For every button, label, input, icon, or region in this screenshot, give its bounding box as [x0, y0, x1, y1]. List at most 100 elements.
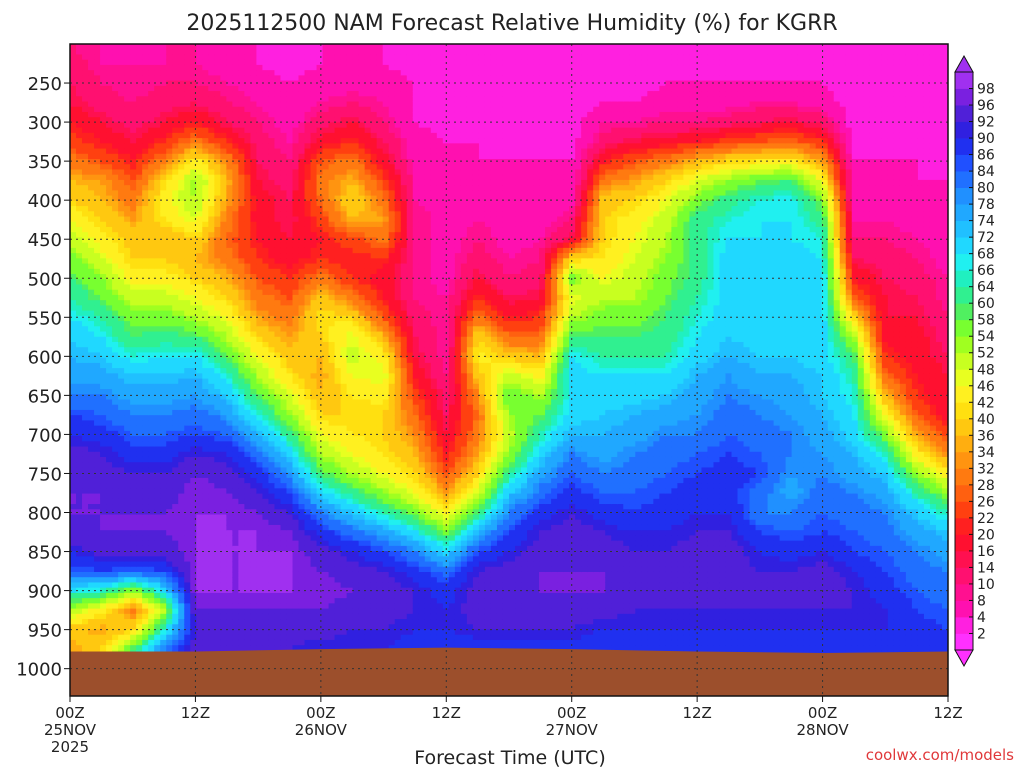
rh-cell — [262, 634, 270, 641]
rh-cell — [154, 80, 161, 87]
rh-cell — [244, 362, 252, 369]
rh-cell — [316, 59, 324, 66]
rh-cell — [166, 603, 173, 610]
rh-cell — [316, 44, 324, 50]
rh-cell — [262, 598, 270, 604]
rh-cell — [208, 571, 215, 578]
rh-cell — [256, 436, 264, 442]
rh-cell — [100, 263, 107, 270]
rh-cell — [118, 551, 125, 557]
rh-cell — [298, 362, 306, 369]
rh-cell — [262, 127, 270, 134]
rh-cell — [244, 253, 252, 259]
rh-cell — [268, 645, 276, 652]
rh-cell — [70, 483, 77, 489]
rh-cell — [196, 519, 203, 526]
rh-cell — [82, 378, 89, 385]
rh-cell — [304, 70, 312, 76]
rh-cell — [202, 577, 209, 584]
rh-cell — [178, 174, 185, 181]
rh-cell — [100, 341, 107, 348]
rh-cell — [82, 603, 89, 610]
rh-cell — [82, 577, 89, 584]
rh-cell — [232, 206, 239, 212]
rh-cell — [112, 467, 119, 474]
rh-cell — [166, 582, 173, 589]
rh-cell — [220, 326, 227, 333]
rh-cell — [250, 436, 258, 442]
rh-cell — [148, 592, 155, 599]
rh-cell — [148, 216, 155, 223]
rh-cell — [214, 629, 221, 636]
rh-cell — [220, 420, 227, 427]
rh-cell — [250, 331, 258, 338]
rh-cell — [118, 556, 125, 563]
rh-cell — [196, 106, 203, 113]
rh-cell — [124, 389, 131, 395]
rh-cell — [274, 519, 282, 526]
rh-cell — [112, 530, 119, 536]
rh-cell — [250, 321, 258, 327]
rh-cell — [202, 111, 209, 118]
rh-cell — [250, 127, 258, 134]
rh-cell — [250, 462, 258, 469]
rh-cell — [142, 556, 149, 563]
rh-cell — [118, 284, 125, 291]
rh-cell — [232, 216, 239, 223]
rh-cell — [316, 336, 324, 343]
rh-cell — [244, 357, 252, 364]
rh-cell — [94, 608, 101, 615]
rh-cell — [166, 347, 173, 354]
rh-cell — [88, 148, 95, 155]
rh-cell — [316, 509, 324, 516]
rh-cell — [94, 70, 101, 76]
rh-cell — [184, 608, 191, 615]
rh-cell — [124, 274, 131, 280]
rh-cell — [154, 456, 161, 463]
rh-cell — [82, 274, 89, 280]
rh-cell — [148, 331, 155, 338]
rh-cell — [148, 174, 155, 181]
rh-cell — [82, 467, 89, 474]
rh-cell — [70, 200, 77, 207]
rh-cell — [268, 483, 276, 489]
rh-cell — [70, 415, 77, 421]
rh-cell — [184, 530, 191, 536]
rh-cell — [280, 425, 288, 432]
rh-cell — [100, 127, 107, 134]
rh-cell — [154, 64, 161, 71]
rh-cell — [274, 138, 282, 144]
rh-cell — [112, 211, 119, 218]
rh-cell — [100, 284, 107, 291]
rh-cell — [184, 420, 191, 427]
rh-cell — [148, 634, 155, 641]
rh-cell — [160, 540, 167, 547]
rh-cell — [94, 624, 101, 631]
rh-cell — [292, 629, 300, 636]
rh-cell — [292, 91, 300, 97]
rh-cell — [232, 148, 239, 155]
rh-cell — [178, 179, 185, 186]
rh-cell — [142, 284, 149, 291]
rh-cells — [70, 44, 948, 662]
rh-cell — [280, 143, 288, 150]
rh-cell — [106, 284, 113, 291]
rh-cell — [154, 159, 161, 165]
rh-cell — [106, 613, 113, 620]
rh-cell — [100, 540, 107, 547]
rh-cell — [130, 368, 137, 374]
rh-cell — [322, 106, 330, 113]
rh-cell — [136, 44, 143, 50]
rh-cell — [106, 394, 113, 401]
rh-cell — [106, 373, 113, 380]
rh-cell — [118, 357, 125, 364]
rh-cell — [316, 164, 324, 171]
rh-cell — [190, 451, 197, 458]
rh-cell — [256, 206, 264, 212]
rh-cell — [244, 49, 252, 56]
rh-cell — [262, 289, 270, 296]
rh-cell — [322, 96, 330, 103]
rh-cell — [88, 472, 95, 479]
rh-cell — [232, 530, 239, 536]
rh-cell — [232, 153, 239, 160]
